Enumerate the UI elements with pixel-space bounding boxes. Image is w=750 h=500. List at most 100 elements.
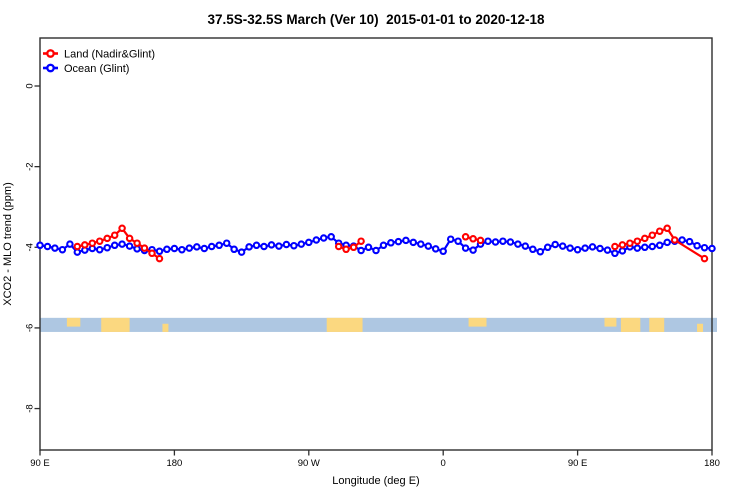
data-point	[424, 242, 433, 250]
data-point	[342, 245, 350, 254]
x-tick-label: 90 E	[30, 458, 50, 469]
data-point	[655, 227, 664, 235]
data-point	[693, 241, 701, 250]
data-point	[103, 243, 111, 252]
legend-marker-icons	[43, 49, 58, 73]
data-point	[357, 237, 365, 245]
data-point	[476, 236, 485, 245]
data-point	[655, 241, 664, 250]
data-point	[514, 240, 522, 248]
data-point	[588, 243, 597, 251]
x-tick-label: 90 E	[568, 458, 588, 469]
y-tick-label: -2	[25, 162, 36, 170]
data-point	[178, 245, 186, 254]
data-point	[454, 237, 462, 245]
land-patch	[162, 323, 169, 332]
legend-label-ocean: Ocean (Glint)	[64, 63, 129, 75]
data-point	[88, 239, 97, 247]
data-point	[260, 242, 268, 251]
data-point	[611, 242, 619, 251]
data-point	[566, 244, 574, 252]
data-point	[125, 234, 134, 243]
data-point	[670, 236, 679, 244]
data-point	[125, 242, 134, 250]
data-point	[633, 237, 642, 245]
land-patch	[649, 317, 665, 332]
data-point	[633, 244, 642, 252]
data-point	[118, 240, 126, 248]
data-point	[155, 247, 164, 256]
land-patch	[468, 317, 487, 327]
data-point	[245, 243, 253, 251]
data-point	[36, 241, 44, 250]
data-point	[282, 240, 291, 249]
data-point	[431, 245, 440, 253]
land-patch	[604, 317, 617, 327]
data-point	[648, 231, 657, 239]
data-point	[506, 238, 515, 246]
data-point	[626, 239, 634, 247]
x-tick-label: 180	[704, 458, 720, 469]
data-point	[230, 245, 238, 254]
data-point	[103, 234, 111, 243]
data-point	[678, 236, 686, 244]
map-strip	[40, 317, 717, 332]
data-point	[558, 242, 567, 250]
data-point	[641, 243, 649, 252]
data-point	[700, 254, 709, 263]
data-point	[708, 244, 716, 253]
land-series	[73, 224, 709, 263]
data-point	[446, 235, 455, 243]
data-point	[66, 240, 74, 248]
data-point	[81, 241, 89, 249]
y-axis-title: XCO2 - MLO trend (ppm)	[2, 182, 14, 305]
data-point	[618, 241, 627, 249]
data-point	[319, 234, 328, 242]
data-point	[461, 233, 470, 241]
data-point	[193, 243, 201, 251]
data-point	[581, 244, 589, 252]
data-point	[573, 245, 582, 254]
data-point	[155, 254, 164, 263]
data-point	[290, 241, 298, 250]
land-patch	[620, 317, 641, 332]
data-point	[222, 239, 231, 247]
y-tick-label: 0	[25, 83, 36, 88]
x-axis-ticks: 90 E 180 90 W 0 90 E 180	[30, 450, 720, 469]
data-point	[267, 241, 276, 249]
data-point	[379, 241, 388, 250]
land-patch	[326, 317, 363, 332]
y-tick-label: -6	[25, 324, 36, 332]
data-point	[215, 241, 223, 250]
data-point	[95, 245, 104, 254]
data-point	[663, 224, 671, 233]
land-patch	[101, 317, 130, 332]
data-point	[387, 239, 395, 247]
data-point	[207, 242, 216, 251]
data-point	[133, 239, 141, 247]
data-point	[252, 241, 261, 250]
data-point	[305, 238, 313, 247]
plot-box	[39, 37, 713, 451]
data-point	[529, 245, 537, 254]
data-point	[163, 245, 171, 254]
data-point	[170, 244, 179, 253]
data-point	[641, 234, 649, 243]
data-point	[491, 238, 500, 246]
data-point	[618, 247, 627, 255]
data-point	[394, 237, 403, 246]
data-point	[312, 236, 321, 244]
x-axis-title: Longitude (deg E)	[332, 475, 419, 487]
data-point	[185, 244, 194, 252]
data-point	[551, 240, 559, 249]
land-patch	[697, 323, 704, 332]
data-point	[297, 240, 306, 248]
y-tick-label: -4	[25, 243, 36, 251]
data-point	[148, 249, 156, 258]
x-tick-label: 180	[166, 458, 182, 469]
data-point	[51, 244, 59, 252]
data-point	[275, 242, 283, 250]
data-point	[200, 244, 209, 253]
